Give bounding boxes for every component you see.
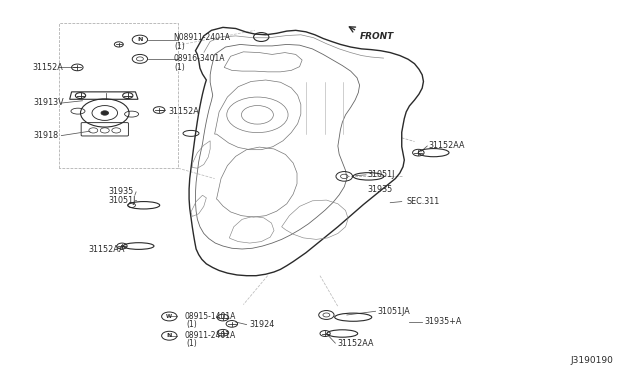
Text: N: N <box>166 333 172 338</box>
Text: FRONT: FRONT <box>360 32 394 41</box>
Text: (1): (1) <box>174 42 185 51</box>
Text: SEC.311: SEC.311 <box>406 197 440 206</box>
Text: 08916-3401A: 08916-3401A <box>173 54 225 62</box>
Text: 08911-2401A: 08911-2401A <box>184 331 236 340</box>
Text: 31935: 31935 <box>368 185 393 194</box>
Text: 31152A: 31152A <box>168 108 199 116</box>
Text: N08911-2401A: N08911-2401A <box>173 33 230 42</box>
Text: (1): (1) <box>174 62 185 71</box>
Text: W: W <box>166 314 172 319</box>
Text: 08915-1401A: 08915-1401A <box>184 312 236 321</box>
Text: 31051J: 31051J <box>108 196 135 205</box>
Text: 31152AA: 31152AA <box>429 141 465 151</box>
Text: 31152A: 31152A <box>33 63 63 72</box>
Text: J3190190: J3190190 <box>571 356 614 365</box>
Text: (1): (1) <box>186 339 196 349</box>
Text: 31918: 31918 <box>34 131 59 140</box>
Text: 31935+A: 31935+A <box>425 317 462 326</box>
Text: 31924: 31924 <box>250 320 275 329</box>
Text: 31913V: 31913V <box>34 99 65 108</box>
Text: N: N <box>137 37 143 42</box>
Text: 31051JA: 31051JA <box>378 307 410 316</box>
Circle shape <box>101 111 109 115</box>
Text: 31051J: 31051J <box>368 170 396 179</box>
Text: 31152AA: 31152AA <box>338 339 374 348</box>
Text: (1): (1) <box>186 320 196 329</box>
Text: 31152AA: 31152AA <box>89 244 125 253</box>
Text: 31935: 31935 <box>108 187 133 196</box>
